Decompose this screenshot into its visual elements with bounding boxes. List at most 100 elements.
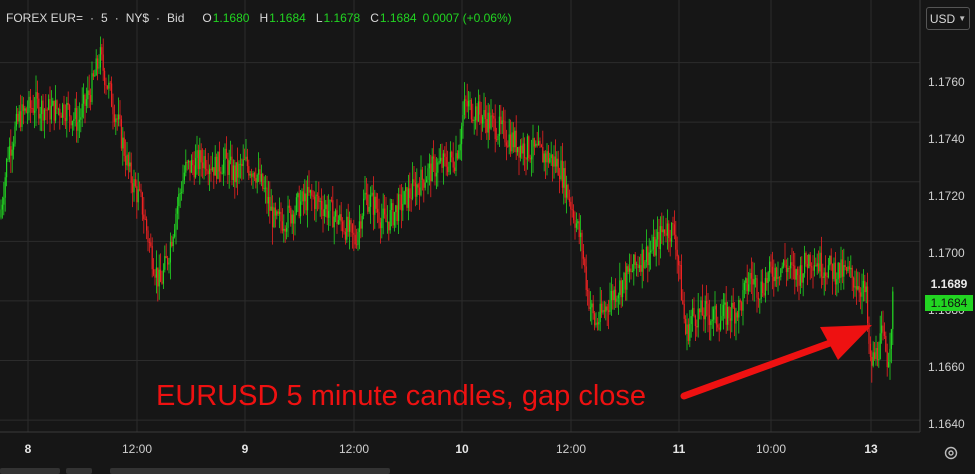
candle-body — [176, 206, 178, 214]
candle-body — [647, 246, 649, 266]
candle-body — [641, 249, 643, 272]
scrollbar-segment[interactable] — [66, 468, 92, 474]
candle-body — [18, 111, 20, 122]
candle-body — [713, 309, 715, 320]
candle-body — [822, 276, 824, 278]
candle-body — [273, 207, 275, 228]
candle-body — [155, 267, 157, 278]
candle-body — [801, 265, 803, 283]
candle-body — [241, 163, 243, 167]
candle-body — [410, 197, 412, 199]
candle-body — [627, 266, 629, 272]
last-price-tag: 1.1689 — [925, 276, 973, 292]
candle-body — [388, 221, 390, 231]
candle-body — [612, 290, 614, 301]
candle-body — [53, 100, 55, 121]
scrollbar-segment[interactable] — [0, 468, 60, 474]
candle-body — [613, 289, 615, 301]
candle-body — [409, 188, 411, 198]
candle-body — [258, 169, 260, 175]
candle-body — [479, 101, 481, 115]
candle-body — [130, 162, 132, 184]
candle-body — [248, 166, 250, 176]
candle-body — [147, 230, 149, 242]
candle-body — [819, 252, 821, 272]
candle-body — [508, 134, 510, 147]
legend-symbol: FOREX EUR= — [6, 11, 84, 25]
candle-body — [332, 200, 334, 228]
candle-body — [13, 143, 15, 150]
candle-body — [602, 310, 604, 313]
candle-body — [655, 239, 657, 256]
candle-body — [680, 265, 682, 301]
candle-body — [318, 195, 320, 202]
candle-body — [213, 167, 215, 176]
candle-body — [851, 267, 853, 278]
candle-body — [804, 252, 806, 274]
candle-body — [472, 119, 474, 121]
candle-body — [720, 320, 722, 330]
candle-body — [700, 300, 702, 313]
candle-body — [232, 165, 234, 181]
chart-legend: FOREX EUR= · 5 · NY$ · Bid O 1.1680 H 1.… — [6, 11, 512, 25]
close-value: 1.1684 — [379, 11, 417, 25]
candle-body — [783, 260, 785, 267]
candle-body — [532, 138, 534, 157]
candle-body — [645, 246, 647, 262]
annotation-text: EURUSD 5 minute candles, gap close — [156, 380, 647, 412]
candle-body — [269, 197, 271, 211]
currency-label: USD — [929, 11, 956, 26]
candle-body — [430, 163, 432, 182]
candle-body — [678, 256, 680, 266]
candle-body — [564, 168, 566, 198]
settings-icon[interactable] — [938, 440, 964, 466]
legend-separator: · — [90, 11, 95, 25]
candle-body — [39, 113, 41, 119]
candle-body — [8, 146, 10, 160]
candle-body — [426, 179, 428, 183]
candle-body — [172, 236, 174, 247]
currency-dropdown[interactable]: USD ▼ — [926, 7, 970, 30]
candle-body — [140, 189, 142, 193]
candle-body — [440, 157, 442, 162]
candle-body — [406, 187, 408, 208]
candle-body — [307, 186, 309, 211]
candle-body — [216, 156, 218, 179]
candle-body — [28, 96, 30, 113]
annotation-arrow — [680, 325, 872, 400]
candle-body — [762, 281, 764, 294]
candle-body — [297, 193, 299, 198]
candle-body — [64, 117, 66, 121]
candle-body — [728, 306, 730, 319]
candle-body — [515, 130, 517, 153]
candle-body — [483, 110, 485, 117]
scrollbar-thumb[interactable] — [110, 468, 390, 474]
candle-body — [554, 156, 556, 167]
candle-body — [242, 159, 244, 167]
candle-body — [463, 99, 465, 115]
candle-body — [244, 159, 246, 161]
candle-body — [214, 156, 216, 176]
candle-body — [74, 108, 76, 119]
candle-body — [806, 263, 808, 269]
candle-body — [815, 265, 817, 267]
candle-body — [98, 67, 100, 69]
candle-body — [496, 139, 498, 141]
candle-body — [197, 150, 199, 170]
candle-body — [862, 280, 864, 288]
candle-body — [606, 306, 608, 311]
candle-series[interactable] — [0, 36, 894, 383]
candle-body — [493, 115, 495, 119]
candle-body — [650, 250, 652, 253]
candle-body — [834, 262, 836, 285]
candle-body — [132, 183, 134, 193]
candle-body — [417, 184, 419, 188]
candle-body — [808, 254, 810, 269]
candle-body — [708, 315, 710, 325]
candle-body — [563, 168, 565, 188]
candle-body — [475, 106, 477, 121]
candle-body — [790, 262, 792, 269]
candle-body — [489, 112, 491, 129]
candle-body — [154, 274, 156, 278]
candle-body — [230, 156, 232, 161]
